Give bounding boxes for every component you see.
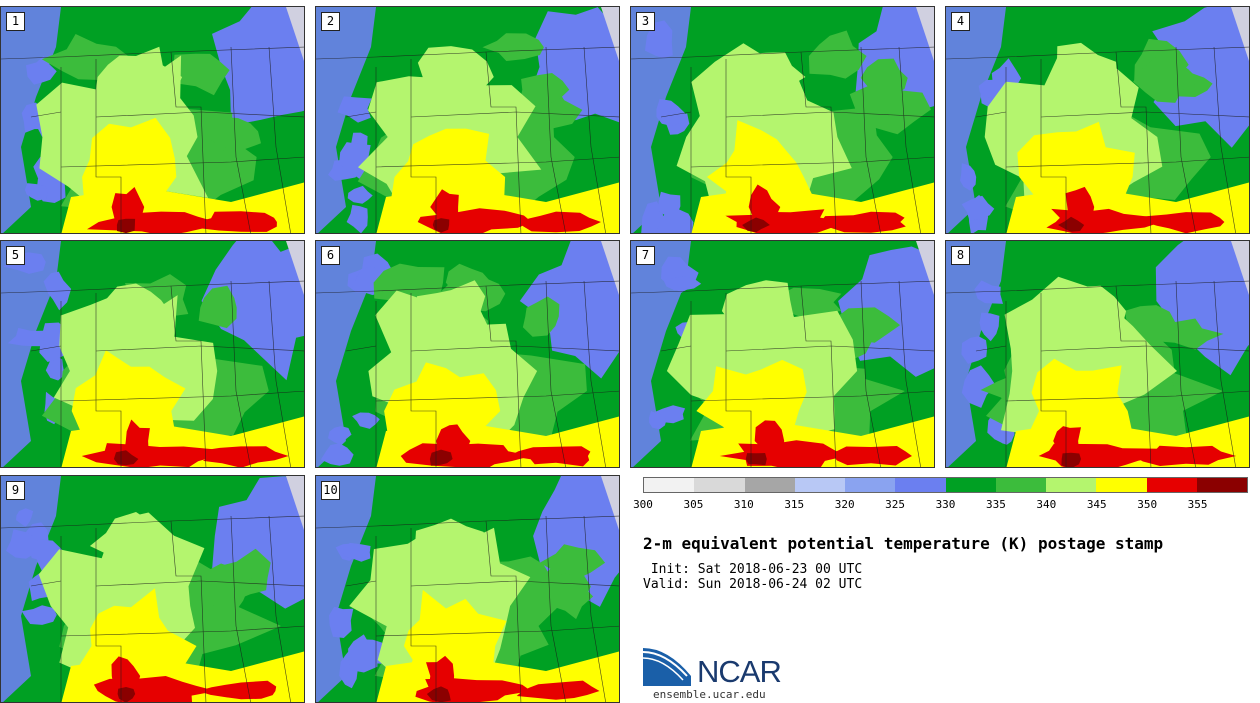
- colorbar-tick-label: 330: [935, 498, 956, 511]
- ensemble-member-panel: 8: [945, 240, 1250, 468]
- colorbar-tick-label: 350: [1137, 498, 1158, 511]
- colorbar-swatch: [945, 478, 996, 492]
- ensemble-member-panel: 7: [630, 240, 935, 468]
- map-title: 2-m equivalent potential temperature (K)…: [643, 534, 1164, 553]
- member-number-label: 2: [321, 12, 340, 31]
- colorbar-tick-label: 355: [1187, 498, 1208, 511]
- logo-url: ensemble.ucar.edu: [653, 688, 766, 701]
- colorbar-swatch: [995, 478, 1046, 492]
- member-number-label: 4: [951, 12, 970, 31]
- ensemble-member-panel: 10: [315, 475, 620, 703]
- colorbar-tick-label: 335: [985, 498, 1006, 511]
- ensemble-member-panel: 6: [315, 240, 620, 468]
- colorbar-tick-label: 315: [784, 498, 805, 511]
- colorbar-swatch: [794, 478, 845, 492]
- colorbar-swatch: [694, 478, 745, 492]
- init-time: Init: Sat 2018-06-23 00 UTC: [643, 562, 863, 577]
- member-number-label: 5: [6, 246, 25, 265]
- colorbar-tick-label: 345: [1086, 498, 1107, 511]
- member-number-label: 6: [321, 246, 340, 265]
- ncar-logo-text: NCAR: [697, 654, 782, 689]
- colorbar-swatch: [1146, 478, 1197, 492]
- ncar-logo-icon: [643, 648, 691, 686]
- colorbar: [643, 477, 1248, 493]
- member-number-label: 10: [321, 481, 340, 500]
- ensemble-member-panel: 3: [630, 6, 935, 234]
- ensemble-member-panel: 9: [0, 475, 305, 703]
- colorbar-tick-label: 310: [733, 498, 754, 511]
- colorbar-tick-label: 305: [683, 498, 704, 511]
- member-number-label: 3: [636, 12, 655, 31]
- colorbar-swatch: [1046, 478, 1097, 492]
- valid-time: Valid: Sun 2018-06-24 02 UTC: [643, 577, 863, 592]
- member-number-label: 8: [951, 246, 970, 265]
- ensemble-member-panel: 4: [945, 6, 1250, 234]
- member-number-label: 7: [636, 246, 655, 265]
- colorbar-swatch: [895, 478, 946, 492]
- colorbar-swatch: [1096, 478, 1147, 492]
- colorbar-swatch: [644, 478, 695, 492]
- colorbar-tick-label: 320: [834, 498, 855, 511]
- colorbar-swatch: [845, 478, 896, 492]
- member-number-label: 1: [6, 12, 25, 31]
- ensemble-member-panel: 5: [0, 240, 305, 468]
- ensemble-member-panel: 1: [0, 6, 305, 234]
- colorbar-tick-label: 340: [1036, 498, 1057, 511]
- colorbar-swatch: [1196, 478, 1247, 492]
- colorbar-tick-label: 325: [885, 498, 906, 511]
- colorbar-swatch: [744, 478, 795, 492]
- member-number-label: 9: [6, 481, 25, 500]
- colorbar-tick-label: 300: [633, 498, 653, 511]
- ensemble-member-panel: 2: [315, 6, 620, 234]
